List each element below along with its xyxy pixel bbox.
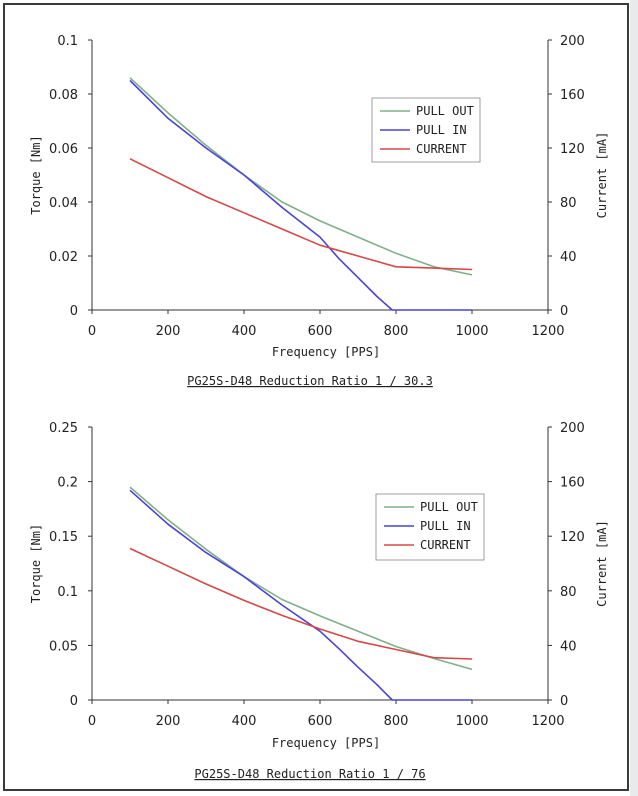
legend-label: PULL OUT [416,104,474,118]
y2-tick-label: 200 [560,34,585,49]
y2-tick-label: 160 [560,88,585,103]
x-axis-label: Frequency [PPS] [272,736,380,750]
y2-tick-label: 80 [560,585,577,600]
chart-caption: PG25S-D48 Reduction Ratio 1 / 30.3 [187,374,433,388]
x-tick-label: 0 [88,714,96,729]
x-tick-label: 600 [308,714,333,729]
x-tick-label: 1000 [455,714,488,729]
y2-tick-label: 0 [560,694,568,709]
y2-tick-label: 40 [560,639,577,654]
y2-axis-label: Current [mA] [595,132,609,219]
chart-caption: PG25S-D48 Reduction Ratio 1 / 76 [194,767,425,781]
y-axis-label: Torque [Nm] [29,524,43,603]
x-tick-label: 400 [232,714,257,729]
legend-box [375,493,485,561]
x-axis-label: Frequency [PPS] [272,345,380,359]
y2-tick-label: 160 [560,476,585,491]
y-tick-label: 0.06 [49,142,78,157]
legend: PULL OUT PULL IN CURRENT [371,97,481,163]
x-tick-label: 1200 [531,324,564,339]
y-tick-label: 0 [70,694,78,709]
series-line-pull-out [129,486,473,671]
y-tick-label: 0.15 [49,530,78,545]
legend-label: PULL IN [416,123,467,137]
legend-label: CURRENT [416,142,467,156]
y2-tick-label: 0 [560,304,568,319]
y2-tick-label: 40 [560,250,577,265]
y-tick-label: 0 [70,304,78,319]
chart-1: 0 200 400 600 800 1000 120000.020.040.060.080.… [29,34,609,388]
chart-2: 0 200 400 600 800 1000 120000.050.10.150.20.25… [29,421,609,781]
y-tick-label: 0.25 [49,421,78,436]
y-tick-label: 0.1 [57,34,78,49]
x-tick-label: 800 [384,324,409,339]
legend-label: PULL OUT [420,500,478,514]
y2-tick-label: 120 [560,530,585,545]
legend-label: PULL IN [420,519,471,533]
y-tick-label: 0.1 [57,585,78,600]
legend-label: CURRENT [420,538,471,552]
x-tick-label: 600 [308,324,333,339]
x-tick-label: 1200 [531,714,564,729]
series-line-current [129,158,473,271]
window-edge [630,0,638,796]
x-tick-label: 400 [232,324,257,339]
x-tick-label: 200 [156,324,181,339]
y-tick-label: 0.04 [49,196,78,211]
x-tick-label: 800 [384,714,409,729]
y2-axis-label: Current [mA] [595,520,609,607]
y-tick-label: 0.2 [57,476,78,491]
series-line-pull-out [129,77,473,276]
figure-frame [3,3,629,791]
y-axis-label: Torque [Nm] [29,135,43,214]
x-tick-label: 1000 [455,324,488,339]
series-line-current [129,547,473,660]
x-tick-label: 200 [156,714,181,729]
y2-tick-label: 80 [560,196,577,211]
y-tick-label: 0.08 [49,88,78,103]
legend: PULL OUT PULL IN CURRENT [375,493,485,561]
y2-tick-label: 200 [560,421,585,436]
x-tick-label: 0 [88,324,96,339]
series-line-pull-in [129,489,472,701]
y2-tick-label: 120 [560,142,585,157]
y-tick-label: 0.02 [49,250,78,265]
y-tick-label: 0.05 [49,639,78,654]
